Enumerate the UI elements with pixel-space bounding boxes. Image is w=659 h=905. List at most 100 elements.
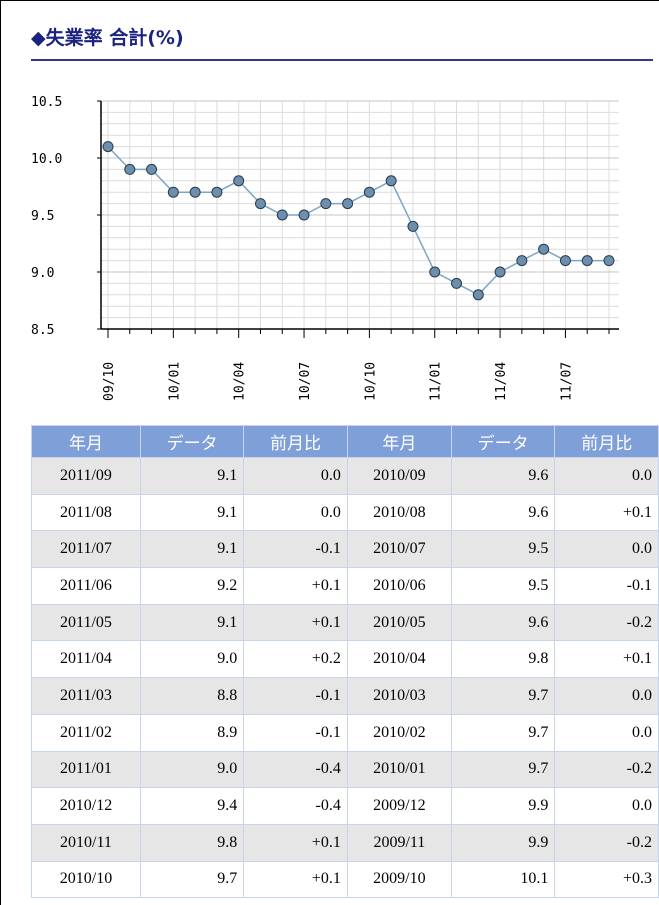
table-cell: 2010/02 — [346, 713, 452, 752]
data-point — [581, 255, 593, 267]
header-cell: データ — [139, 425, 245, 458]
x-tick-label: 10/04 — [233, 362, 248, 401]
table-cell: 9.0 — [139, 640, 245, 679]
table-cell: 9.9 — [450, 787, 556, 825]
data-point — [603, 255, 615, 267]
data-point — [472, 289, 484, 301]
table-cell: 9.2 — [139, 567, 245, 605]
data-point — [538, 243, 550, 255]
table-row: 2011/04 9.0 +0.2 2010/04 9.8 +0.1 — [31, 640, 659, 679]
table-cell: +0.1 — [554, 640, 659, 679]
table-cell: 2011/05 — [31, 603, 141, 642]
table-cell: -0.1 — [243, 530, 348, 569]
table-row: 2011/06 9.2 +0.1 2010/06 9.5 -0.1 — [31, 567, 659, 605]
table-cell: 9.6 — [450, 603, 556, 642]
table-cell: 9.7 — [450, 750, 556, 789]
y-tick-label: 8.5 — [31, 323, 54, 338]
table-cell: -0.4 — [243, 787, 348, 825]
table-row: 2011/07 9.1 -0.1 2010/07 9.5 0.0 — [31, 530, 659, 569]
table-cell: 2011/04 — [31, 640, 141, 679]
table-cell: +0.1 — [554, 493, 659, 532]
table-cell: 0.0 — [554, 677, 659, 715]
table-cell: 2011/07 — [31, 530, 141, 569]
y-tick-label: 10.5 — [31, 95, 62, 110]
x-tick-label: 10/01 — [167, 362, 182, 401]
table-cell: 2011/08 — [31, 493, 141, 532]
table-cell: 9.7 — [139, 860, 245, 899]
table-row: 2011/03 8.8 -0.1 2010/03 9.7 0.0 — [31, 677, 659, 715]
table-cell: 2010/04 — [346, 640, 452, 679]
table-cell: 2010/05 — [346, 603, 452, 642]
x-tick-label: 09/10 — [102, 362, 117, 401]
table-row: 2011/09 9.1 0.0 2010/09 9.6 0.0 — [31, 457, 659, 495]
table-cell: -0.1 — [243, 713, 348, 752]
data-point — [276, 209, 288, 221]
table-cell: 9.4 — [139, 787, 245, 825]
table-cell: 2010/09 — [346, 457, 452, 495]
chart: 8.5 9.0 9.5 10.0 10.5 09/10 10/01 10/04 10/07 10/… — [31, 95, 619, 401]
table-cell: 2011/09 — [31, 457, 141, 495]
data-point — [451, 277, 463, 289]
table-cell: -0.1 — [554, 567, 659, 605]
table-cell: 9.1 — [139, 493, 245, 532]
table-cell: 9.8 — [139, 823, 245, 862]
table-cell: 9.8 — [450, 640, 556, 679]
header-cell: 年月 — [31, 425, 141, 458]
table-cell: 9.1 — [139, 603, 245, 642]
table-cell: +0.2 — [243, 640, 348, 679]
table-cell: -0.1 — [243, 677, 348, 715]
table-row: 2011/08 9.1 0.0 2010/08 9.6 +0.1 — [31, 493, 659, 532]
table-cell: +0.1 — [243, 603, 348, 642]
x-tick-label: 10/07 — [298, 362, 313, 401]
header-cell: 前月比 — [243, 425, 348, 458]
table-cell: 10.1 — [450, 860, 556, 899]
table-cell: 2010/12 — [31, 787, 141, 825]
table-cell: -0.2 — [554, 823, 659, 862]
data-point — [189, 186, 201, 198]
table-cell: 2010/06 — [346, 567, 452, 605]
table-cell: 9.6 — [450, 457, 556, 495]
table-cell: 9.1 — [139, 530, 245, 569]
data-point — [320, 198, 332, 210]
table-cell: 2010/10 — [31, 860, 141, 899]
table-cell: 0.0 — [554, 530, 659, 569]
data-point — [429, 266, 441, 278]
table-cell: 2011/01 — [31, 750, 141, 789]
data-point — [254, 198, 266, 210]
x-tick-label: 10/10 — [363, 362, 378, 401]
data-point — [516, 255, 528, 267]
header-cell: 年月 — [346, 425, 452, 458]
title: ◆失業率 合計(%) — [31, 27, 184, 49]
header-cell: データ — [450, 425, 556, 458]
table-cell: 8.9 — [139, 713, 245, 752]
table-cell: 9.6 — [450, 493, 556, 532]
table-cell: 9.1 — [139, 457, 245, 495]
data-point — [407, 220, 419, 232]
data-point — [167, 186, 179, 198]
table-header: 年月 データ 前月比 年月 データ 前月比 — [31, 425, 659, 458]
table-cell: 2011/06 — [31, 567, 141, 605]
table-cell: 2010/11 — [31, 823, 141, 862]
table-cell: 2010/01 — [346, 750, 452, 789]
data-point — [494, 266, 506, 278]
y-tick-label: 9.0 — [31, 266, 54, 281]
y-tick-label: 10.0 — [31, 152, 62, 167]
table-cell: 2010/07 — [346, 530, 452, 569]
title-rule — [31, 59, 653, 61]
table-cell: 0.0 — [243, 493, 348, 532]
x-tick-label: 11/07 — [559, 362, 574, 401]
table-cell: +0.3 — [554, 860, 659, 899]
table-cell: 8.8 — [139, 677, 245, 715]
table-cell: 2011/03 — [31, 677, 141, 715]
data-point — [298, 209, 310, 221]
data-point — [233, 175, 245, 187]
table-cell: -0.2 — [554, 603, 659, 642]
data-point — [342, 198, 354, 210]
table-cell: 0.0 — [243, 457, 348, 495]
table-cell: 9.9 — [450, 823, 556, 862]
table-row: 2011/01 9.0 -0.4 2010/01 9.7 -0.2 — [31, 750, 659, 789]
table-cell: 2009/12 — [346, 787, 452, 825]
data-point — [211, 186, 223, 198]
table-cell: +0.1 — [243, 823, 348, 862]
